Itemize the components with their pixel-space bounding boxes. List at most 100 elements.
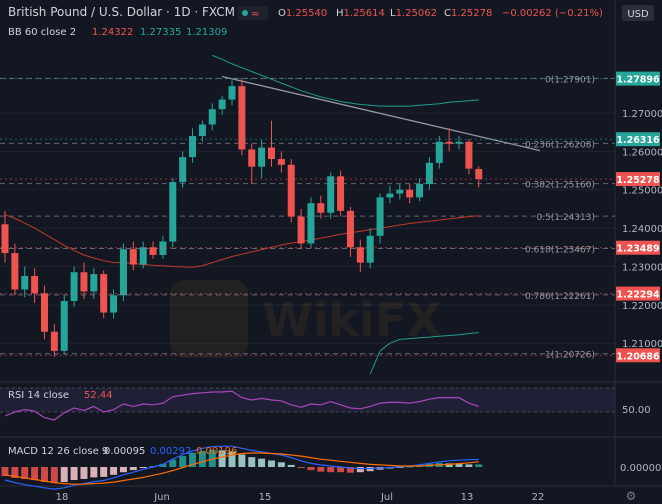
grid [0,112,615,344]
candle[interactable] [159,235,167,259]
price-label-badge[interactable] [616,348,660,363]
macd-histogram-bar [465,464,473,467]
trendline[interactable] [221,75,541,152]
gear-icon[interactable]: ⚙ [626,489,637,503]
candle[interactable] [100,270,108,319]
candle[interactable] [416,178,424,202]
candle[interactable] [475,166,483,188]
candle[interactable] [119,243,127,302]
price-label-badge[interactable] [616,240,660,255]
candle[interactable] [386,185,394,204]
change-value: −0.00262 (−0.21%) [502,8,603,19]
low-value: 1.25062 [396,8,437,19]
candle[interactable] [40,285,48,340]
candle[interactable] [258,139,266,179]
candle[interactable] [277,151,285,173]
candle[interactable] [70,266,78,307]
bb-values: 1.24322 1.27335 1.21309 [92,27,227,38]
candle-body [228,86,236,100]
price-axis-tick: 1.22000 [622,301,662,312]
candle[interactable] [218,95,226,115]
candle-body [90,274,98,292]
candle[interactable] [90,268,98,300]
price-label-badge[interactable] [616,71,660,86]
candle[interactable] [189,128,197,163]
candles[interactable] [1,78,483,357]
candle[interactable] [267,120,275,167]
legend-icons[interactable] [238,6,268,20]
legend-header: British Pound / U.S. Dollar · 1D · FXCM … [8,5,654,38]
rsi-label: RSI 14 close [8,390,69,401]
price-label-badge[interactable] [616,286,660,301]
candle[interactable] [60,295,68,355]
candle[interactable] [169,178,177,248]
fib-level-label: 0.236(1.26208) [525,140,595,150]
candle[interactable] [21,266,29,298]
candle[interactable] [80,262,88,300]
macd-pane [1,445,483,490]
candle[interactable] [337,170,345,217]
candle[interactable] [287,159,295,223]
candle-body [248,149,256,167]
candle[interactable] [50,324,58,357]
candle[interactable] [346,207,354,257]
candle[interactable] [198,120,206,142]
macd-histogram-bar [80,467,88,479]
candle[interactable] [11,243,19,296]
candle[interactable] [317,195,325,219]
candle-body [475,169,483,179]
macd-histogram-bar [1,467,9,477]
macd-histogram-bar [337,467,345,473]
macd-histogram-bar [218,450,226,467]
price-label-badge[interactable] [616,172,660,187]
candle[interactable] [238,78,246,156]
candle-body [159,241,167,255]
candle-body [416,183,424,198]
price-axis-tick: 1.25000 [622,186,662,197]
candle[interactable] [455,136,463,150]
candle-body [238,86,246,150]
candle[interactable] [179,151,187,188]
candle[interactable] [139,241,147,269]
candle-body [287,164,295,217]
macd-histogram-bar [189,452,197,467]
candle[interactable] [129,241,137,271]
macd-histogram-bar [475,464,483,467]
candle[interactable] [327,172,335,219]
candle[interactable] [110,289,118,319]
candle[interactable] [406,183,414,204]
time-axis[interactable]: 18 Jun 15 Jul 13 22 [56,492,545,503]
candle[interactable] [307,197,315,248]
candle[interactable] [1,210,9,263]
candle[interactable] [31,268,39,303]
candle[interactable] [149,241,157,259]
candle-body [376,197,384,236]
candle[interactable] [465,139,473,175]
fib-level-label: 0(1.27901) [545,75,595,85]
candle[interactable] [366,228,374,269]
time-axis-tick: 22 [532,492,545,503]
candle-body [366,235,374,263]
candle[interactable] [356,239,364,273]
currency-label: USD [627,9,649,20]
candle[interactable] [376,193,384,244]
candle[interactable] [425,157,433,190]
price-label-badge[interactable] [616,132,660,147]
candle[interactable] [208,103,216,131]
candle[interactable] [297,208,305,250]
macd-hist-value: 0.00095 [104,446,145,457]
macd-histogram-bar [258,458,266,467]
candle[interactable] [248,143,256,184]
macd-label: MACD 12 26 close 9 [8,446,108,457]
price-axis-tick: 1.24000 [622,224,662,235]
candle[interactable] [228,80,236,106]
trendline-segment[interactable] [221,75,541,152]
candle[interactable] [445,128,453,152]
candle[interactable] [396,183,404,200]
candle-body [317,203,325,213]
price-axis[interactable]: 1.27000 1.26000 1.25000 1.24000 1.23000 1.220… [0,71,662,363]
currency-badge[interactable] [622,5,654,21]
candle[interactable] [435,136,443,169]
macd-histogram-bar [90,467,98,478]
